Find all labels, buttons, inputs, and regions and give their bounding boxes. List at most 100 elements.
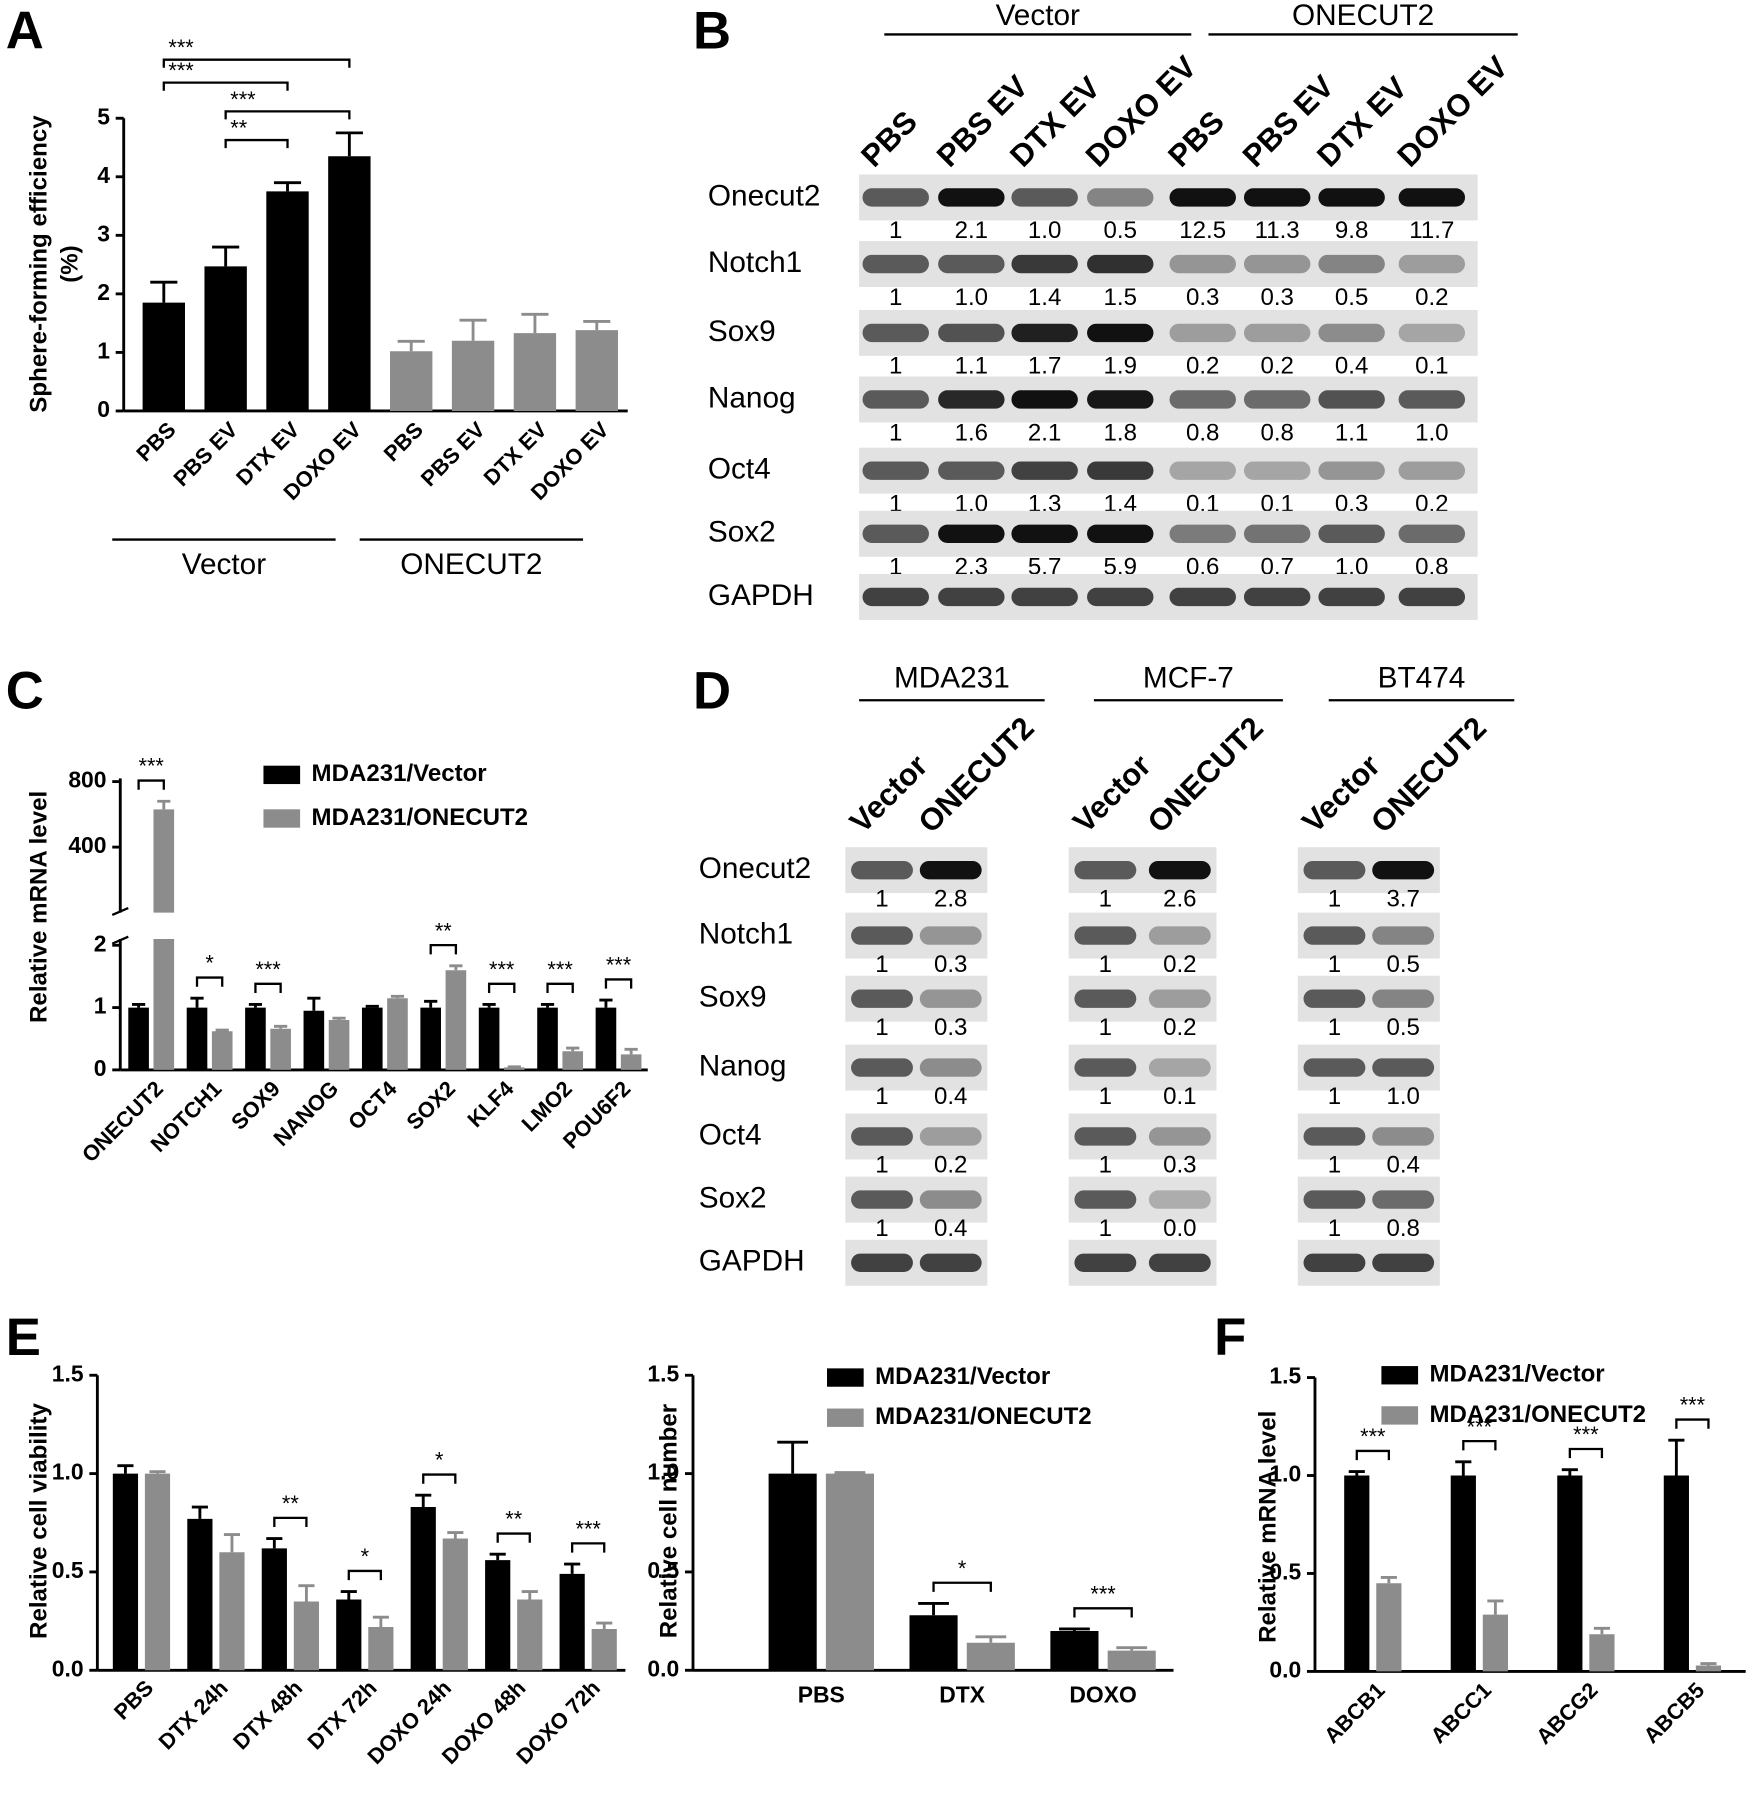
significance-label: *** — [1573, 1422, 1599, 1447]
quant-label: 1.5 — [1104, 284, 1137, 311]
error-bar — [447, 1531, 464, 1539]
error-bar — [459, 318, 487, 341]
quant-label: 0.8 — [1260, 419, 1293, 446]
significance-label: *** — [168, 58, 194, 83]
bar — [186, 1007, 208, 1070]
bar — [825, 1473, 874, 1671]
y-tick-label: 5 — [97, 103, 110, 129]
quant-label: 0.2 — [1415, 284, 1448, 311]
y-tick-label: 1 — [94, 993, 107, 1019]
bar — [1589, 1634, 1615, 1672]
quant-label: 1.8 — [1104, 419, 1137, 446]
quant-label: 0.5 — [1335, 284, 1368, 311]
axis-break — [111, 906, 129, 945]
quant-label: 1 — [889, 419, 902, 446]
row-label: GAPDH — [699, 1245, 805, 1278]
significance-label: ** — [282, 1491, 299, 1516]
quant-label: 1 — [889, 217, 902, 244]
quant-label: 0.8 — [1186, 419, 1219, 446]
bar — [328, 156, 371, 411]
quant-label: 12.5 — [1179, 217, 1226, 244]
group-label: Vector — [996, 0, 1080, 32]
quant-label: 1.0 — [955, 284, 988, 311]
y-tick-label: 0.5 — [52, 1557, 84, 1583]
row-label: Sox9 — [699, 981, 767, 1014]
x-tick-label: PBS — [109, 1675, 158, 1724]
error-bar — [596, 1621, 613, 1629]
bar — [1482, 1614, 1508, 1672]
blot-band — [862, 188, 929, 207]
blot-band — [1372, 989, 1435, 1008]
blot-band — [1169, 587, 1236, 607]
quant-label: 0.8 — [1386, 1215, 1419, 1242]
blot-band — [862, 323, 929, 343]
significance-bracket — [347, 1569, 383, 1581]
panel-label: C — [6, 661, 44, 720]
y-tick-label: 1.5 — [647, 1360, 679, 1386]
error-bar — [150, 280, 178, 303]
x-tick-label: DTX 48h — [228, 1675, 307, 1754]
y-axis-label: Relative cell viability — [25, 1403, 52, 1639]
legend-swatch — [827, 1408, 864, 1427]
blot-band — [1318, 524, 1385, 543]
bar — [909, 1615, 958, 1671]
row-label: Notch1 — [708, 246, 802, 279]
x-tick-label: PBS — [131, 417, 180, 466]
significance-label: * — [205, 951, 214, 976]
error-bar — [372, 1615, 389, 1628]
blot-band — [919, 860, 982, 880]
bar — [451, 340, 495, 411]
bar — [153, 809, 175, 1070]
y-tick-label: 1.0 — [1269, 1461, 1301, 1487]
blot-band — [1303, 1127, 1366, 1146]
significance-label: * — [435, 1448, 444, 1473]
legend-swatch — [263, 765, 301, 785]
quant-label: 1 — [875, 1152, 888, 1179]
significance-label: *** — [1360, 1424, 1386, 1449]
significance-bracket — [604, 978, 633, 989]
quant-label: 0.3 — [1260, 284, 1293, 311]
blot-band — [1074, 1127, 1137, 1146]
y-axis-label: Relative mRNA level — [25, 791, 52, 1023]
quant-label: 0.2 — [934, 1152, 967, 1179]
blot-band — [1372, 1253, 1435, 1272]
error-bar — [834, 1471, 866, 1475]
quant-label: 0.4 — [934, 1215, 967, 1242]
y-tick-label: 4 — [97, 162, 110, 188]
blot-band — [1011, 461, 1078, 480]
blot-band — [1087, 390, 1154, 409]
lane-label: Vector — [843, 748, 935, 840]
significance-bracket — [273, 1516, 308, 1528]
error-bar — [1561, 1468, 1578, 1476]
significance-bracket — [422, 1473, 457, 1484]
x-tick-label: PBS EV — [168, 417, 242, 492]
bar — [1107, 1650, 1156, 1671]
error-bar — [307, 996, 321, 1011]
error-bar — [365, 1004, 379, 1008]
blot-band — [1372, 1127, 1435, 1146]
blot-band — [1087, 323, 1154, 343]
significance-label: *** — [606, 953, 632, 978]
quant-label: 1 — [1099, 885, 1112, 912]
blot-band — [851, 1190, 913, 1209]
quant-label: 0.4 — [1335, 353, 1368, 380]
blot-band — [1011, 323, 1078, 343]
row-label: Nanog — [708, 381, 796, 414]
error-bar — [248, 1003, 263, 1008]
bar — [1695, 1665, 1722, 1672]
bar — [620, 1054, 642, 1070]
quant-label: 0.2 — [1163, 1014, 1196, 1041]
bar — [266, 191, 309, 411]
blot-band — [1398, 461, 1466, 480]
bar — [517, 1599, 543, 1671]
bar — [595, 1007, 617, 1070]
error-bar — [274, 1024, 288, 1029]
significance-bracket — [1355, 1449, 1391, 1461]
blot-band — [1372, 1058, 1435, 1077]
legend-label: MDA231/Vector — [1430, 1361, 1605, 1388]
blot-band — [1011, 188, 1078, 207]
y-tick-label: 800 — [68, 767, 106, 793]
blot-band — [1074, 860, 1137, 880]
row-label: GAPDH — [708, 579, 814, 612]
quant-label: 0.5 — [1386, 951, 1419, 978]
